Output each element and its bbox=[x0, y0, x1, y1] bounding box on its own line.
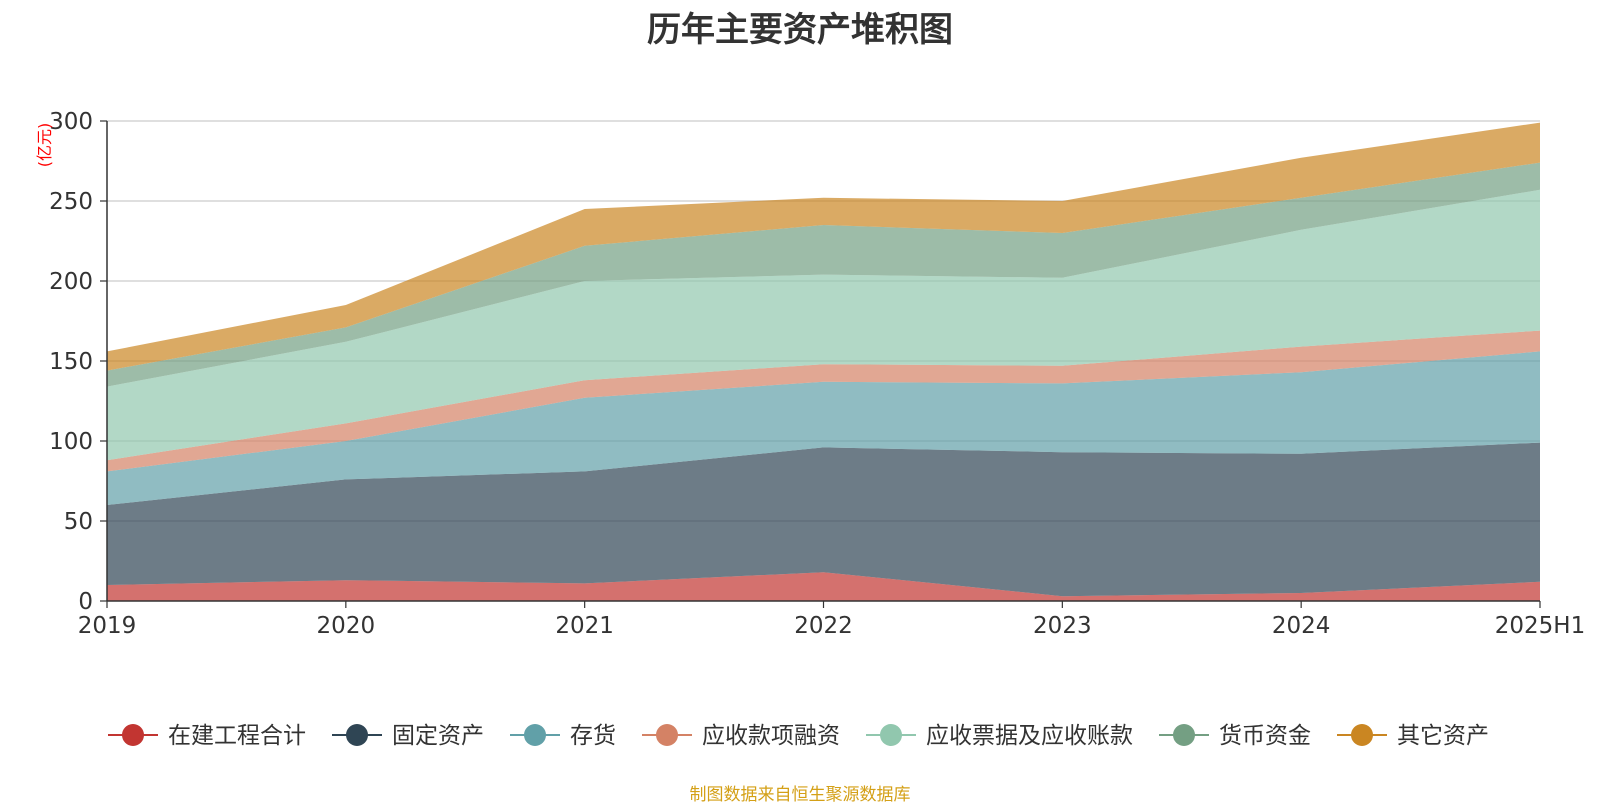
area-series-1[interactable] bbox=[107, 572, 1540, 601]
area-series-4[interactable] bbox=[107, 330, 1540, 472]
legend[interactable]: 在建工程合计 固定资产 存货 应收款项融资 应收票据及应收账款 货币资金 其它资产 bbox=[108, 723, 1489, 749]
area-series-2[interactable] bbox=[107, 442, 1540, 597]
area-series-6[interactable] bbox=[107, 162, 1540, 387]
y-tick-label: 200 bbox=[49, 269, 93, 295]
legend-label: 应收票据及应收账款 bbox=[926, 723, 1133, 749]
y-tick-label: 300 bbox=[49, 109, 93, 135]
y-axis-unit-label: (亿元) bbox=[35, 123, 54, 168]
legend-label: 固定资产 bbox=[392, 723, 484, 749]
x-tick-label: 2025H1 bbox=[1495, 613, 1585, 639]
area-series-5[interactable] bbox=[107, 189, 1540, 461]
legend-item-4[interactable]: 应收款项融资 bbox=[642, 723, 840, 749]
y-tick-label: 150 bbox=[49, 349, 93, 375]
x-tick-label: 2021 bbox=[555, 613, 614, 639]
legend-marker-icon bbox=[122, 724, 144, 746]
area-series-3[interactable] bbox=[107, 351, 1540, 505]
legend-item-2[interactable]: 固定资产 bbox=[332, 723, 484, 749]
legend-label: 货币资金 bbox=[1219, 723, 1311, 749]
legend-item-7[interactable]: 其它资产 bbox=[1337, 723, 1489, 749]
legend-marker-icon bbox=[880, 724, 902, 746]
legend-marker-icon bbox=[524, 724, 546, 746]
x-tick-label: 2022 bbox=[794, 613, 853, 639]
legend-label: 在建工程合计 bbox=[168, 723, 306, 749]
area-series-7[interactable] bbox=[107, 122, 1540, 371]
legend-item-3[interactable]: 存货 bbox=[510, 723, 616, 749]
legend-marker-icon bbox=[1173, 724, 1195, 746]
legend-marker-icon bbox=[656, 724, 678, 746]
x-tick-label: 2023 bbox=[1033, 613, 1092, 639]
legend-item-5[interactable]: 应收票据及应收账款 bbox=[866, 723, 1133, 749]
axis-layer: 0 50 100 150 200 250 300 2019 2020 2021 2022 2023 20… bbox=[49, 109, 1585, 639]
legend-label: 存货 bbox=[570, 723, 616, 749]
y-tick-label: 50 bbox=[64, 509, 93, 535]
legend-item-1[interactable]: 在建工程合计 bbox=[108, 723, 306, 749]
legend-label: 应收款项融资 bbox=[702, 723, 840, 749]
chart-title: 历年主要资产堆积图 bbox=[647, 10, 953, 50]
source-note: 制图数据来自恒生聚源数据库 bbox=[689, 785, 911, 805]
x-tick-label: 2019 bbox=[78, 613, 137, 639]
legend-label: 其它资产 bbox=[1397, 723, 1489, 749]
area-layer bbox=[107, 122, 1540, 601]
x-tick-label: 2020 bbox=[317, 613, 376, 639]
legend-marker-icon bbox=[1351, 724, 1373, 746]
y-tick-label: 0 bbox=[78, 589, 93, 615]
legend-item-6[interactable]: 货币资金 bbox=[1159, 723, 1311, 749]
y-tick-label: 250 bbox=[49, 189, 93, 215]
legend-marker-icon bbox=[346, 724, 368, 746]
y-tick-label: 100 bbox=[49, 429, 93, 455]
x-tick-label: 2024 bbox=[1272, 613, 1331, 639]
